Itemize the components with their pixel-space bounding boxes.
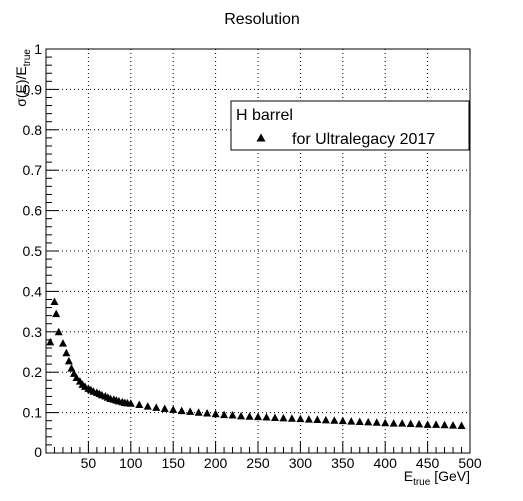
data-point	[135, 400, 144, 409]
data-point	[389, 419, 398, 427]
data-point	[203, 409, 212, 417]
x-tick-label: 50	[81, 455, 97, 471]
x-axis-label-sub: true	[413, 477, 431, 488]
data-point	[54, 327, 63, 336]
y-tick-label: 0.1	[23, 405, 43, 421]
x-tick-label: 500	[458, 455, 482, 471]
legend-box	[230, 100, 470, 151]
x-axis-label-suffix: [GeV]	[430, 468, 470, 484]
data-point	[415, 419, 424, 428]
x-tick-label: 350	[331, 455, 355, 471]
data-point	[270, 413, 279, 421]
data-point	[169, 405, 178, 413]
legend: H barrel for Ultralegacy 2017	[230, 100, 470, 151]
data-point	[58, 339, 67, 347]
data-point	[381, 418, 390, 427]
x-tick-label: 150	[162, 455, 186, 471]
chart-title: Resolution	[224, 11, 300, 28]
x-tick-label: 300	[289, 455, 313, 471]
data-point	[143, 402, 152, 410]
data-point	[372, 418, 381, 426]
data-point	[186, 407, 195, 415]
x-tick-label: 400	[374, 455, 398, 471]
data-point	[262, 413, 271, 421]
data-point	[72, 373, 81, 381]
y-tick-label: 0.9	[23, 81, 43, 97]
data-point	[64, 356, 73, 365]
data-point	[237, 411, 246, 420]
x-tick-label: 250	[246, 455, 270, 471]
data-point	[126, 399, 135, 407]
data-point	[457, 421, 466, 430]
y-tick-label: 0.5	[23, 243, 43, 259]
data-point	[194, 408, 203, 416]
data-point	[423, 420, 432, 428]
y-tick-label: 0.6	[23, 203, 43, 219]
data-point	[364, 417, 373, 426]
data-point	[62, 348, 71, 357]
data-point	[440, 420, 449, 429]
data-point	[296, 414, 305, 423]
axis-ticks	[46, 48, 471, 453]
data-point	[211, 409, 220, 418]
x-axis-label-main: E	[404, 468, 413, 484]
y-tick-label: 0.3	[23, 324, 43, 340]
data-point	[398, 419, 407, 427]
data-point	[52, 309, 61, 318]
x-tick-label: 100	[119, 455, 143, 471]
y-tick-label: 0.8	[23, 122, 43, 138]
legend-marker-icon	[256, 133, 266, 142]
data-point	[449, 421, 458, 429]
legend-header: H barrel	[236, 107, 293, 124]
data-point	[177, 406, 186, 415]
x-tick-label: 200	[204, 455, 228, 471]
data-point	[406, 419, 415, 428]
y-tick-label: 1	[34, 41, 42, 57]
data-point	[347, 417, 356, 425]
x-axis-label: Etrue [GeV]	[404, 468, 470, 488]
data-point	[287, 414, 296, 422]
y-tick-labels: 0.1 0.2 0.3 0.4 0.5 0.6 0.7 0.8 0.9 1	[23, 41, 43, 421]
y-tick-label: 0.2	[23, 364, 43, 380]
data-point	[67, 364, 76, 372]
y-tick-label: 0.7	[23, 162, 43, 178]
data-point	[228, 411, 237, 419]
data-point	[313, 415, 322, 423]
data-point	[46, 337, 55, 346]
x-tick-label: 450	[416, 455, 440, 471]
legend-entry: for Ultralegacy 2017	[292, 131, 435, 148]
data-point	[279, 413, 288, 422]
data-point	[330, 416, 339, 424]
y-tick-label: 0.4	[23, 283, 43, 299]
y-axis-label-sub: true	[22, 49, 33, 67]
y-tick-label-origin: 0	[34, 444, 42, 460]
data-point	[220, 410, 229, 419]
y-axis-label: σ(E)/Etrue	[13, 49, 33, 107]
data-point	[321, 415, 330, 424]
data-point	[245, 412, 254, 420]
data-point	[50, 297, 59, 305]
x-tick-labels: 50 100 150 200 250 300 350 400 450 500	[81, 455, 482, 471]
data-points	[46, 297, 466, 430]
y-axis-label-main: σ(E)/E	[13, 66, 29, 107]
data-point	[152, 403, 161, 411]
data-point	[304, 415, 313, 423]
data-point	[338, 416, 347, 425]
data-point	[254, 412, 262, 421]
data-point	[160, 404, 169, 413]
data-point	[432, 420, 441, 428]
data-point	[355, 417, 364, 425]
